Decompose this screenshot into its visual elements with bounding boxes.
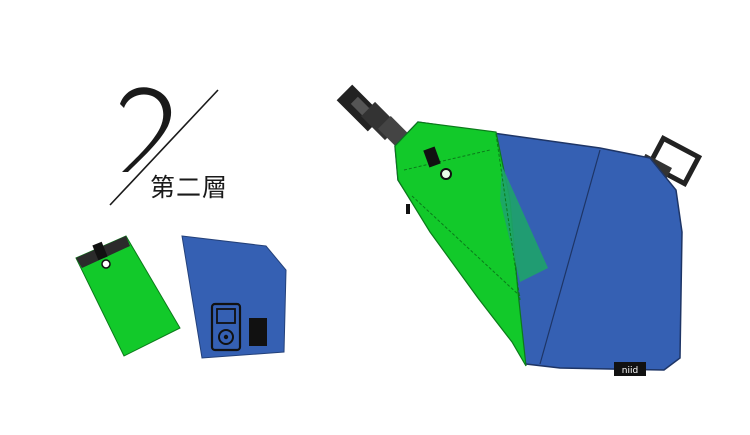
- brand-tag-text: niid: [622, 366, 638, 376]
- pocket-tab: [92, 241, 108, 261]
- bag-front-green: [394, 121, 527, 367]
- green-pocket-detail: [75, 235, 181, 357]
- blue-pocket-detail: [181, 235, 287, 359]
- translucent-pocket: [500, 166, 548, 282]
- brand-tag: [614, 362, 646, 376]
- layer-title: 第二層: [150, 173, 229, 202]
- music-player-icon: [210, 302, 242, 352]
- side-clip: [406, 204, 410, 214]
- snap-button: [101, 259, 111, 269]
- layer-heading: [109, 87, 219, 206]
- seam-line: [539, 149, 601, 365]
- bag-pocket-tab: [423, 146, 441, 168]
- seam-line: [411, 195, 521, 297]
- bag-snap-button: [440, 168, 452, 180]
- seam-line: [495, 133, 521, 301]
- heading-slash: [109, 89, 219, 206]
- number-two-glyph: [120, 87, 172, 172]
- sling-bag: niid: [336, 84, 703, 376]
- phone-card-icon: [249, 318, 267, 346]
